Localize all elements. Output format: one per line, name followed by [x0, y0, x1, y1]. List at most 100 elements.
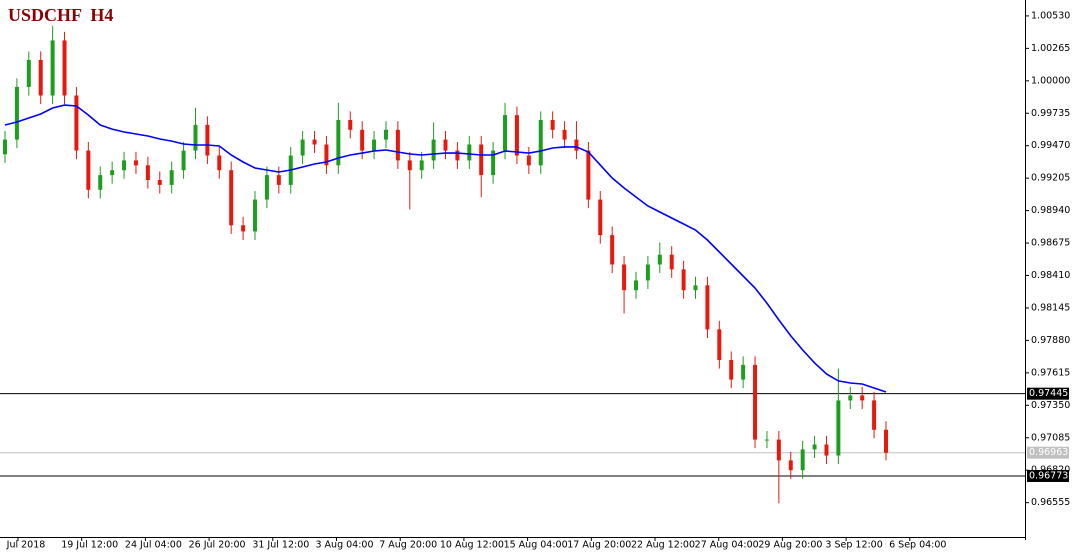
candle-body — [253, 199, 258, 232]
candle-body — [14, 86, 19, 140]
y-tick-label: 0.99735 — [1031, 108, 1070, 119]
candle-body — [800, 449, 805, 471]
candle-body — [645, 264, 650, 281]
y-tick-label: 0.98410 — [1031, 270, 1070, 281]
moving-average — [4, 104, 887, 393]
candle-body — [550, 120, 555, 130]
candle-body — [443, 139, 448, 151]
y-tick-label: 0.98145 — [1031, 302, 1070, 313]
candle-body — [705, 285, 710, 330]
y-tick-label: 0.98675 — [1031, 238, 1070, 249]
candle-body — [812, 444, 817, 450]
x-tick-label: 29 Aug 20:00 — [758, 540, 822, 551]
y-tick-label: 0.97350 — [1031, 400, 1070, 411]
candle-body — [467, 144, 472, 161]
y-tick-label: 0.98940 — [1031, 205, 1070, 216]
candle-body — [74, 95, 79, 151]
candle-body — [586, 150, 591, 200]
x-tick-label: 19 Jul 12:00 — [61, 540, 118, 551]
y-tick-label: 0.97615 — [1031, 367, 1070, 378]
x-tick-label: 3 Aug 04:00 — [315, 540, 373, 551]
candle-body — [884, 429, 888, 453]
candle-body — [300, 139, 305, 156]
candle-body — [681, 269, 686, 291]
x-tick-label: 31 Jul 12:00 — [252, 540, 309, 551]
y-tick-label: 1.00265 — [1031, 43, 1070, 54]
x-tick-label: 3 Sep 12:00 — [825, 540, 882, 551]
candle-body — [764, 439, 769, 441]
candle-body — [848, 395, 853, 401]
y-tick-label: 1.00000 — [1031, 75, 1070, 86]
candle-body — [145, 165, 150, 180]
candle-body — [669, 254, 674, 270]
candle-body — [181, 150, 186, 171]
line-price-box — [1027, 387, 1069, 400]
candle-body — [455, 150, 460, 161]
candle-body — [360, 129, 365, 151]
candle-body — [264, 175, 269, 200]
line-price-box — [1027, 469, 1069, 482]
candle-body — [753, 364, 758, 440]
candle-body — [836, 400, 841, 456]
y-tick-label: 1.00530 — [1031, 10, 1070, 21]
candle-body — [788, 460, 793, 471]
candle-body — [122, 160, 127, 171]
candle-body — [98, 175, 103, 190]
candle-body — [86, 150, 91, 190]
candle-body — [717, 329, 722, 360]
candle-body — [133, 160, 138, 166]
x-tick-label: 6 Sep 04:00 — [889, 540, 946, 551]
candle-body — [526, 155, 531, 166]
candle-body — [26, 60, 31, 87]
candle-body — [217, 155, 222, 171]
x-tick-label: 15 Aug 04:00 — [504, 540, 568, 551]
candle-body — [205, 124, 210, 156]
candle-body — [157, 180, 162, 185]
candle-body — [3, 139, 7, 155]
candle-body — [229, 170, 234, 226]
y-tick-label: 0.99205 — [1031, 173, 1070, 184]
x-tick-label: 7 Aug 20:00 — [379, 540, 437, 551]
candle-body — [610, 235, 615, 265]
candle-body — [622, 264, 627, 291]
candle-body — [598, 199, 603, 236]
x-tick-label: 24 Jul 04:00 — [125, 540, 182, 551]
candle-body — [824, 444, 829, 456]
candle-body — [657, 254, 662, 265]
candle-body — [633, 280, 638, 291]
candle-body — [276, 175, 281, 185]
candle-body — [776, 439, 781, 461]
candle-body — [491, 150, 496, 176]
x-tick-label: 17 Aug 20:00 — [567, 540, 631, 551]
candle-body — [514, 115, 519, 156]
candle-body — [395, 129, 400, 161]
candle-body — [62, 40, 67, 96]
candle-body — [324, 144, 329, 166]
y-tick-label: 0.97880 — [1031, 335, 1070, 346]
chart-title: USDCHF H4 — [8, 5, 113, 25]
x-tick-label: 26 Jul 20:00 — [189, 540, 246, 551]
x-tick-label: 22 Aug 12:00 — [631, 540, 695, 551]
current-price-label: 0.96963 — [1029, 447, 1068, 458]
current-price-box — [1027, 446, 1069, 459]
x-tick-label: Jul 2018 — [6, 540, 46, 551]
y-tick-label: 0.96555 — [1031, 497, 1070, 508]
candle-body — [574, 139, 579, 151]
x-tick-label: 10 Aug 12:00 — [440, 540, 504, 551]
candle-body — [110, 170, 115, 176]
candle-body — [538, 120, 543, 166]
x-tick-label: 27 Aug 04:00 — [695, 540, 759, 551]
line-price-label: 0.97445 — [1029, 388, 1068, 399]
candle-body — [169, 170, 174, 185]
candle-body — [729, 360, 734, 380]
candle-body — [872, 400, 877, 430]
plot-area — [0, 25, 1025, 504]
candle-body — [860, 395, 865, 401]
candle-body — [336, 120, 341, 166]
candle-body — [431, 139, 436, 161]
candle-body — [479, 144, 484, 176]
candle-body — [241, 225, 246, 232]
candle-body — [372, 139, 377, 151]
